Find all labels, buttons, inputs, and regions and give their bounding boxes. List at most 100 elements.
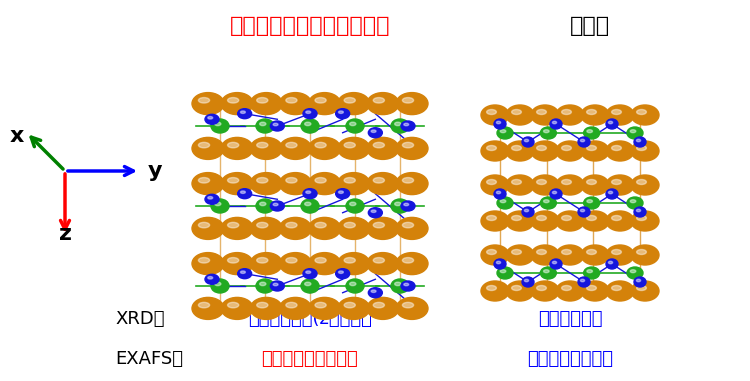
Ellipse shape — [367, 298, 399, 319]
Ellipse shape — [280, 93, 311, 115]
Ellipse shape — [553, 191, 556, 194]
Ellipse shape — [581, 175, 609, 195]
Ellipse shape — [403, 258, 413, 263]
Ellipse shape — [270, 281, 284, 291]
Ellipse shape — [586, 270, 592, 273]
Ellipse shape — [280, 173, 311, 195]
Ellipse shape — [556, 175, 584, 195]
Ellipse shape — [494, 119, 506, 129]
Ellipse shape — [627, 127, 643, 139]
Text: y: y — [148, 161, 163, 181]
Ellipse shape — [227, 98, 238, 103]
Ellipse shape — [208, 197, 213, 199]
Ellipse shape — [403, 98, 413, 103]
Ellipse shape — [344, 142, 355, 148]
Ellipse shape — [550, 119, 562, 129]
Ellipse shape — [631, 105, 659, 125]
Ellipse shape — [306, 111, 310, 114]
Ellipse shape — [608, 121, 613, 124]
Ellipse shape — [306, 271, 310, 274]
Ellipse shape — [550, 189, 562, 199]
Ellipse shape — [544, 270, 549, 273]
Ellipse shape — [481, 245, 509, 265]
Ellipse shape — [631, 281, 659, 301]
Ellipse shape — [315, 303, 326, 308]
Ellipse shape — [586, 109, 596, 115]
Ellipse shape — [611, 216, 622, 221]
Ellipse shape — [506, 141, 534, 161]
Ellipse shape — [556, 245, 584, 265]
Ellipse shape — [634, 137, 646, 147]
Ellipse shape — [251, 138, 282, 159]
Ellipse shape — [637, 250, 646, 255]
Ellipse shape — [630, 130, 636, 133]
Ellipse shape — [637, 285, 646, 290]
Ellipse shape — [315, 258, 326, 263]
Ellipse shape — [512, 250, 521, 255]
Ellipse shape — [192, 253, 224, 275]
Ellipse shape — [578, 137, 590, 147]
Text: EXAFS：: EXAFS： — [115, 350, 183, 368]
Ellipse shape — [338, 111, 344, 114]
Ellipse shape — [578, 207, 590, 217]
Ellipse shape — [273, 203, 278, 206]
Ellipse shape — [208, 117, 213, 119]
Ellipse shape — [531, 211, 559, 231]
Ellipse shape — [580, 209, 584, 212]
Ellipse shape — [396, 93, 428, 115]
Ellipse shape — [404, 203, 409, 206]
Ellipse shape — [481, 211, 509, 231]
Ellipse shape — [308, 218, 340, 239]
Ellipse shape — [536, 250, 547, 255]
Ellipse shape — [487, 146, 496, 150]
Ellipse shape — [211, 279, 229, 293]
Ellipse shape — [301, 199, 319, 213]
Ellipse shape — [544, 200, 549, 203]
Ellipse shape — [396, 138, 428, 159]
Ellipse shape — [260, 282, 266, 286]
Ellipse shape — [368, 288, 382, 298]
Ellipse shape — [403, 223, 413, 228]
Ellipse shape — [315, 223, 326, 228]
Ellipse shape — [401, 121, 415, 131]
Ellipse shape — [256, 98, 268, 103]
Ellipse shape — [404, 123, 409, 126]
Ellipse shape — [286, 98, 297, 103]
Ellipse shape — [586, 200, 592, 203]
Text: 長距離秩序有: 長距離秩序有 — [538, 310, 602, 328]
Ellipse shape — [606, 259, 618, 269]
Text: XRD：: XRD： — [115, 310, 164, 328]
Ellipse shape — [634, 207, 646, 217]
Ellipse shape — [581, 105, 609, 125]
Ellipse shape — [338, 253, 370, 275]
Ellipse shape — [581, 245, 609, 265]
Text: 安定相: 安定相 — [570, 16, 610, 36]
Ellipse shape — [606, 141, 634, 161]
Ellipse shape — [396, 298, 428, 319]
Ellipse shape — [221, 93, 254, 115]
Ellipse shape — [241, 271, 245, 274]
Ellipse shape — [404, 283, 409, 286]
Ellipse shape — [487, 250, 496, 255]
Ellipse shape — [401, 201, 415, 211]
Ellipse shape — [344, 303, 355, 308]
Ellipse shape — [211, 119, 229, 133]
Ellipse shape — [350, 282, 356, 286]
Ellipse shape — [251, 93, 282, 115]
Ellipse shape — [344, 98, 355, 103]
Ellipse shape — [556, 141, 584, 161]
Ellipse shape — [238, 189, 252, 199]
Ellipse shape — [336, 189, 350, 199]
Ellipse shape — [584, 127, 600, 139]
Ellipse shape — [611, 179, 622, 184]
Ellipse shape — [199, 303, 209, 308]
Ellipse shape — [631, 211, 659, 231]
Ellipse shape — [280, 138, 311, 159]
Ellipse shape — [315, 98, 326, 103]
Ellipse shape — [580, 139, 584, 142]
Ellipse shape — [496, 261, 500, 264]
Ellipse shape — [256, 223, 268, 228]
Ellipse shape — [256, 303, 268, 308]
Ellipse shape — [550, 259, 562, 269]
Ellipse shape — [401, 281, 415, 291]
